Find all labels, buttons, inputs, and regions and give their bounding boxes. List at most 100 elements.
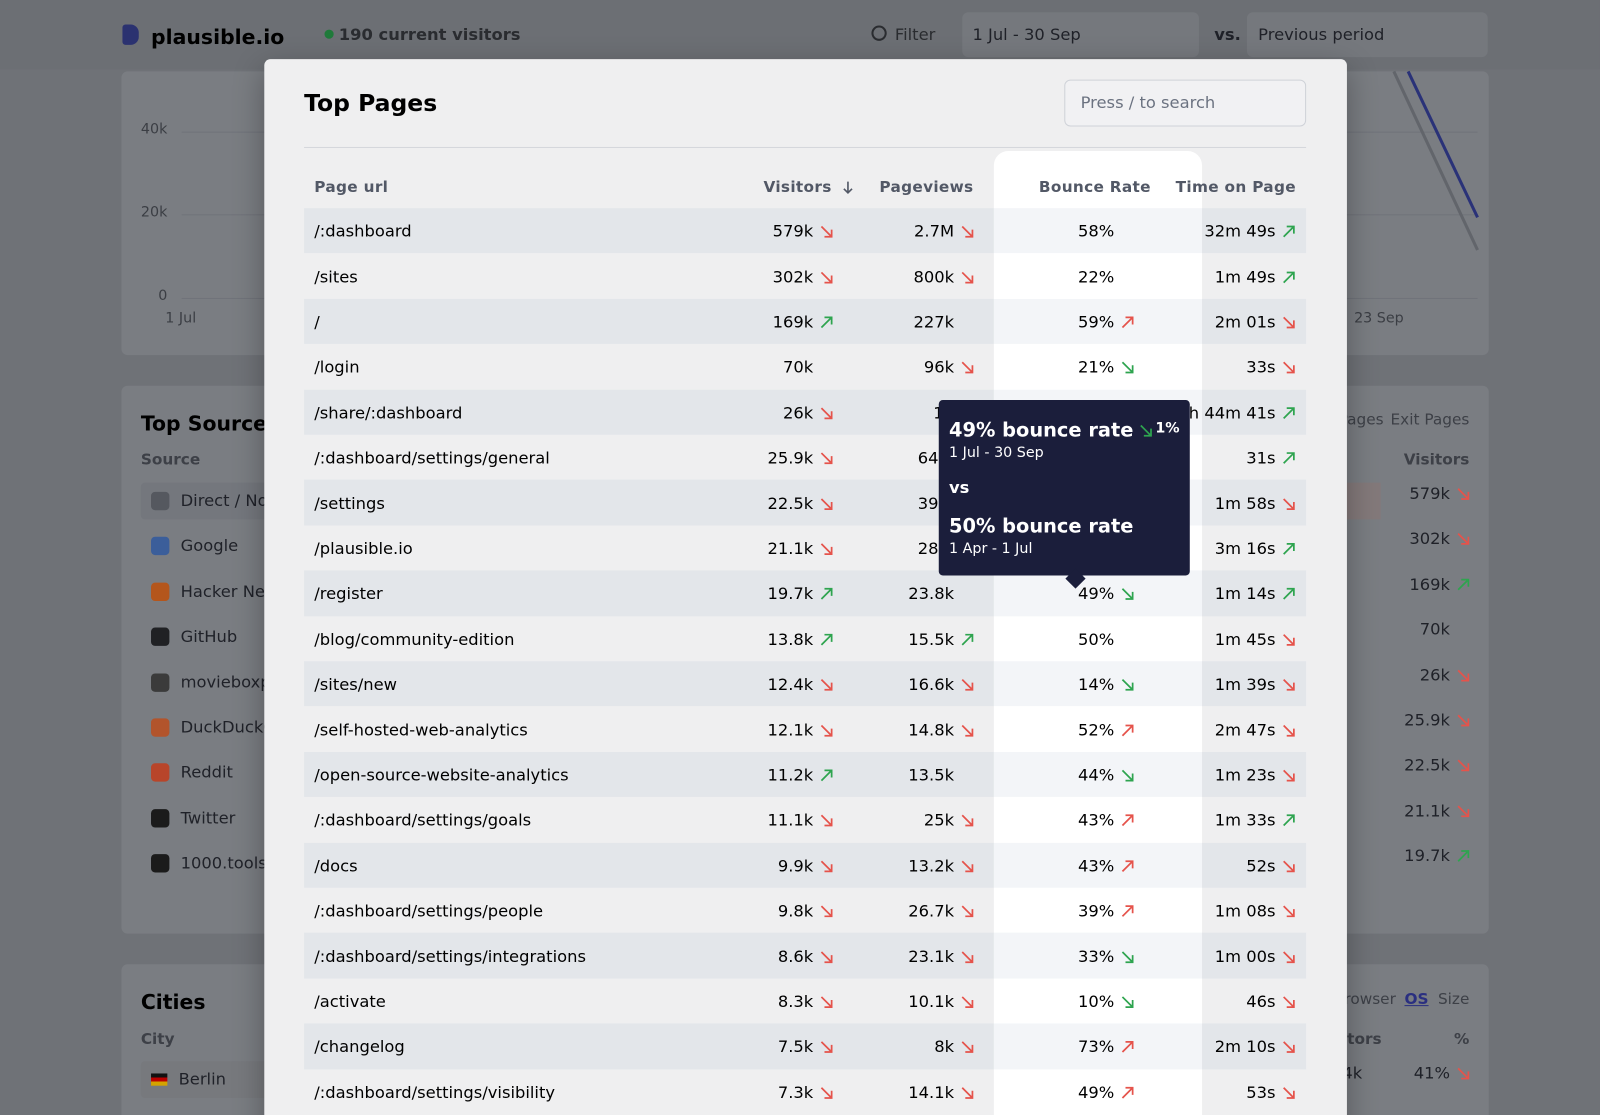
row-stripe xyxy=(304,479,994,526)
row-stripe xyxy=(993,1023,1203,1069)
page-url[interactable]: /register xyxy=(314,584,383,604)
page-url[interactable]: /login xyxy=(314,357,360,377)
tooltip xyxy=(938,399,1190,576)
source-name[interactable]: 1000.tools xyxy=(180,853,267,873)
cell-value: 2m 47s xyxy=(1214,719,1276,740)
column-header[interactable]: Time on Page xyxy=(1175,177,1296,196)
visitor-value: 579k xyxy=(1409,483,1450,504)
source-name[interactable]: Hacker News xyxy=(180,581,287,601)
visitor-value: 4k xyxy=(1342,1063,1363,1083)
cell-value: 12.1k xyxy=(767,719,814,740)
column-header[interactable]: Page url xyxy=(314,177,389,196)
column-header[interactable]: Visitors xyxy=(763,177,832,196)
page-url[interactable]: / xyxy=(314,312,320,332)
cell-value: 39% xyxy=(1077,901,1115,921)
page-url[interactable]: /blog/community-edition xyxy=(314,629,515,649)
row-stripe xyxy=(993,298,1203,345)
row-stripe xyxy=(304,842,994,888)
row-stripe xyxy=(304,1023,994,1069)
modal-title: Top Pages xyxy=(304,90,438,118)
trend-arrow xyxy=(820,588,833,600)
trend-arrow xyxy=(1457,759,1470,772)
cell-value: 7.3k xyxy=(777,1082,814,1102)
page-url[interactable]: /sites/new xyxy=(314,674,398,695)
row-stripe xyxy=(993,208,1203,254)
trend-arrow xyxy=(1457,578,1470,591)
cell-value: 1m 33s xyxy=(1214,810,1276,830)
cell-value: 25.9k xyxy=(767,448,814,468)
source-icon xyxy=(151,627,170,647)
page-url[interactable]: /:dashboard/settings/people xyxy=(314,901,544,921)
cell-value: 10% xyxy=(1077,991,1115,1012)
source-name[interactable]: Twitter xyxy=(180,807,236,828)
visitor-value: 302k xyxy=(1409,528,1450,549)
trend-arrow xyxy=(1283,225,1295,238)
source-name[interactable]: movieboxpro xyxy=(180,672,287,692)
visitor-value: 169k xyxy=(1409,574,1450,594)
sort-icon[interactable] xyxy=(842,181,854,195)
tab[interactable]: Browser xyxy=(1333,989,1396,1009)
page-url[interactable]: /self-hosted-web-analytics xyxy=(314,719,528,740)
filter[interactable]: Filter xyxy=(894,24,936,44)
column-header[interactable]: Pageviews xyxy=(879,177,974,196)
row-stripe xyxy=(304,208,994,254)
column-header[interactable]: Bounce Rate xyxy=(1038,177,1151,196)
tooltip-period: 1 Apr - 1 Jul xyxy=(948,540,1033,558)
compare-select[interactable] xyxy=(1246,12,1488,58)
date-range: 1 Jul - 30 Sep xyxy=(972,24,1081,44)
cell-value: 1m 08s xyxy=(1214,901,1276,921)
site-name[interactable]: plausible.io xyxy=(151,24,285,49)
page-url[interactable]: /:dashboard xyxy=(314,221,412,242)
source-name[interactable]: DuckDuckGo xyxy=(180,717,286,737)
trend-arrow xyxy=(1283,996,1295,1009)
date-select[interactable] xyxy=(962,12,1199,58)
row-stripe xyxy=(993,661,1203,707)
source-name[interactable]: Google xyxy=(180,536,239,556)
trend-arrow xyxy=(820,497,833,510)
page-url[interactable]: /sites xyxy=(314,266,358,287)
cell-value: 1h 44m 41s xyxy=(1178,402,1276,423)
cell-value: 1m 45s xyxy=(1214,629,1276,649)
page-url[interactable]: /docs xyxy=(314,855,358,876)
source-icon xyxy=(151,673,170,692)
tooltip-current: 49% bounce rate xyxy=(948,419,1134,442)
cell-value: 44% xyxy=(1077,765,1115,785)
flag xyxy=(151,1073,168,1086)
source-name[interactable]: Reddit xyxy=(180,762,233,783)
tab[interactable]: Exit Pages xyxy=(1390,410,1470,429)
cell-value: 43% xyxy=(1077,855,1115,876)
trend-arrow xyxy=(1121,588,1134,601)
trend-arrow xyxy=(961,860,974,873)
page-url[interactable]: /:dashboard/settings/goals xyxy=(314,810,532,830)
cell-value: 73% xyxy=(1077,1037,1115,1057)
trend-arrow xyxy=(961,633,974,646)
tab[interactable]: OS xyxy=(1404,989,1429,1009)
source-name[interactable]: GitHub xyxy=(180,626,238,647)
page-url[interactable]: /:dashboard/settings/integrations xyxy=(314,946,586,966)
source-icon xyxy=(151,808,170,828)
trend-arrow xyxy=(820,633,833,646)
source-name[interactable]: Direct / None xyxy=(180,490,288,511)
page-url[interactable]: /settings xyxy=(314,493,385,513)
page-url[interactable]: /changelog xyxy=(314,1037,405,1057)
page-url[interactable]: /activate xyxy=(314,991,386,1012)
cell-value: 53s xyxy=(1246,1082,1276,1102)
tab[interactable]: Pages xyxy=(1338,410,1384,429)
page-url[interactable]: /plausible.io xyxy=(314,538,413,559)
page-url[interactable]: /:dashboard/settings/general xyxy=(314,448,550,468)
trend-arrow xyxy=(820,316,833,329)
trend-arrow xyxy=(1457,533,1470,546)
page-url[interactable]: /share/:dashboard xyxy=(314,402,463,423)
page-url[interactable]: /:dashboard/settings/visibility xyxy=(314,1082,556,1102)
cell-value: 302k xyxy=(772,266,814,287)
city-name[interactable]: Berlin xyxy=(178,1069,226,1089)
trend-arrow xyxy=(820,452,833,465)
source-icon xyxy=(151,718,170,737)
search-input[interactable] xyxy=(1064,79,1307,127)
trend-arrow xyxy=(1457,669,1470,682)
tooltip-change: 1% xyxy=(1155,420,1180,437)
cell-value: 1m 49s xyxy=(1214,266,1276,287)
page-url[interactable]: /open-source-website-analytics xyxy=(314,765,569,785)
tab[interactable]: Size xyxy=(1437,989,1470,1009)
trend-arrow xyxy=(961,951,974,963)
